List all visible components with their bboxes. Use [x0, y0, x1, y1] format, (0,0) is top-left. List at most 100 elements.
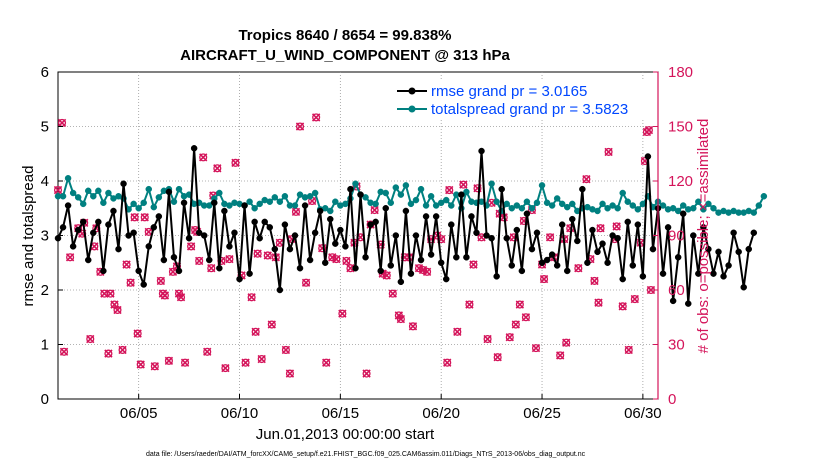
totalspread-point	[135, 205, 142, 212]
rmse-point	[200, 232, 208, 239]
rmse-point	[352, 264, 359, 272]
totalspread-point	[700, 206, 707, 213]
rmse-point	[206, 256, 213, 264]
rmse-point	[95, 218, 102, 226]
rmse-point	[740, 284, 747, 291]
rmse-point	[347, 185, 354, 193]
totalspread-point	[226, 202, 233, 209]
y-right-tick-label: 60	[668, 282, 685, 299]
obs-count-point	[113, 305, 122, 315]
rmse-point	[508, 262, 516, 269]
x-tick-label: 06/15	[322, 405, 360, 422]
totalspread-point	[553, 195, 561, 202]
obs-count-point	[574, 264, 583, 273]
rmse-point	[664, 224, 672, 231]
rmse-point	[563, 267, 571, 275]
rmse-point	[301, 202, 309, 209]
obs-count-point	[285, 369, 295, 378]
obs-count-point	[140, 213, 149, 222]
rmse-point	[311, 229, 319, 237]
obs-count-point	[156, 276, 166, 286]
rmse-point	[634, 221, 642, 228]
y-right-tick-label: 0	[668, 391, 676, 408]
obs-count-point	[618, 302, 627, 311]
rmse-point	[407, 270, 415, 277]
obs-count-point	[382, 271, 391, 280]
totalspread-point	[488, 180, 495, 187]
rmse-point	[679, 210, 687, 217]
rmse-point	[140, 281, 147, 288]
totalspread-point	[407, 200, 415, 208]
totalspread-point	[372, 200, 379, 208]
y-left-label: rmse and totalspread	[20, 166, 37, 307]
rmse-point	[54, 234, 62, 242]
rmse-point	[337, 226, 344, 234]
rmse-point	[745, 245, 753, 253]
rmse-point	[503, 234, 510, 242]
rmse-point	[639, 273, 647, 280]
legend-rmse-marker	[408, 87, 416, 95]
totalspread-point	[105, 189, 112, 197]
totalspread-point	[442, 196, 450, 204]
rmse-point	[382, 205, 389, 212]
obs-count-point	[253, 249, 262, 258]
y-left-tick-label: 6	[41, 64, 49, 81]
obs-count-point	[505, 333, 514, 342]
obs-count-point	[453, 327, 462, 336]
totalspread-point	[604, 205, 611, 212]
obs-count-point	[130, 213, 139, 222]
rmse-point	[271, 245, 279, 253]
legend: rmse grand pr = 3.0165 totalspread grand…	[392, 80, 650, 120]
rmse-point	[397, 278, 405, 286]
rmse-point	[558, 221, 566, 228]
legend-box	[392, 80, 650, 120]
totalspread-point	[548, 202, 556, 209]
rmse-point	[427, 251, 435, 258]
rmse-point	[150, 224, 158, 231]
rmse-point	[599, 240, 606, 247]
totalspread-point	[448, 202, 455, 209]
rmse-point	[478, 147, 485, 155]
rmse-point	[448, 221, 455, 228]
rmse-point	[609, 232, 616, 239]
rmse-point	[468, 213, 475, 220]
obs-count-point	[247, 293, 256, 302]
totalspread-point	[327, 207, 334, 215]
obs-count-point	[122, 260, 131, 269]
obs-count-series	[53, 113, 656, 378]
obs-count-point	[630, 294, 639, 304]
y-left-tick-label: 1	[41, 337, 49, 354]
totalspread-point	[528, 205, 536, 212]
rmse-point	[145, 243, 153, 250]
totalspread-point	[503, 200, 510, 208]
rmse-point	[251, 218, 258, 226]
rmse-point	[261, 218, 268, 226]
totalspread-point	[402, 182, 410, 189]
rmse-point	[216, 264, 223, 272]
obs-count-point	[104, 349, 113, 358]
rmse-point	[316, 207, 324, 215]
obs-count-point	[594, 298, 603, 307]
totalspread-point	[614, 205, 621, 212]
rmse-point	[412, 232, 420, 239]
obs-count-point	[515, 300, 525, 309]
rmse-point	[548, 251, 556, 258]
rmse-point	[574, 237, 581, 245]
y-left-tick-label: 3	[41, 228, 49, 245]
obs-count-point	[590, 276, 599, 286]
rmse-point	[100, 267, 107, 275]
rmse-point	[241, 202, 248, 209]
rmse-point	[543, 256, 551, 264]
axis-ticks: 06/05 06/10 06/15 06/20 06/25 06/300123456030…	[41, 64, 693, 422]
rmse-point	[90, 229, 97, 237]
obs-count-point	[483, 334, 492, 344]
rmse-point	[493, 273, 500, 280]
obs-count-point	[180, 358, 190, 367]
totalspread-point	[170, 198, 178, 205]
obs-count-point	[362, 369, 371, 378]
rmse-point	[115, 245, 122, 253]
obs-count-point	[195, 256, 204, 266]
totalspread-point	[437, 199, 445, 207]
rmse-point	[195, 229, 203, 237]
totalspread-point	[69, 189, 77, 197]
